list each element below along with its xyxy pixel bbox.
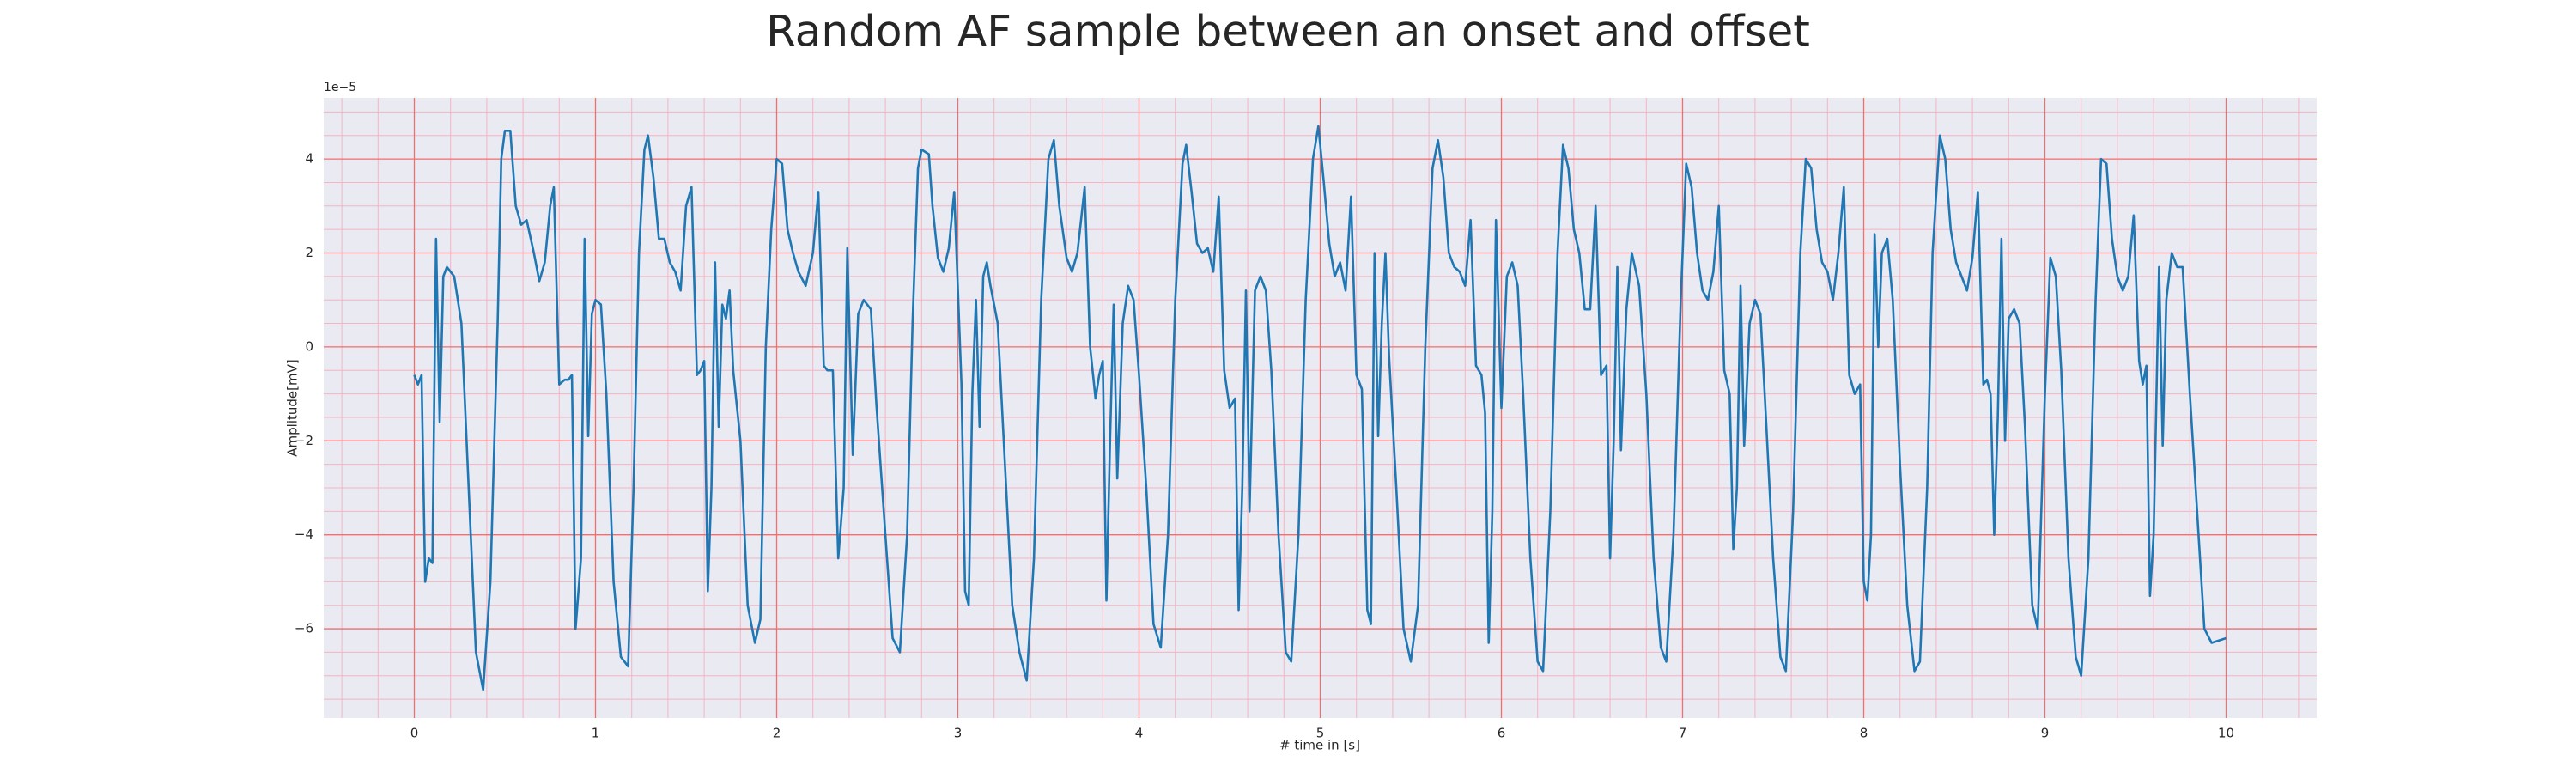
y-axis-label: Amplitude[mV] [285, 359, 301, 456]
x-tick-label: 4 [1135, 726, 1144, 741]
y-tick-label: 0 [305, 338, 313, 354]
x-tick-label: 10 [2218, 726, 2234, 741]
y-tick-label: 2 [305, 245, 313, 260]
x-tick-label: 9 [2041, 726, 2050, 741]
y-tick-label: −4 [295, 526, 313, 542]
x-tick-label: 1 [592, 726, 600, 741]
x-tick-label: 3 [954, 726, 963, 741]
x-tick-label: 7 [1679, 726, 1687, 741]
x-tick-label: 0 [410, 726, 419, 741]
chart-title: Random AF sample between an onset and of… [766, 7, 1810, 57]
x-tick-label: 8 [1860, 726, 1868, 741]
signal-line [413, 125, 2227, 691]
x-tick-label: 5 [1316, 726, 1325, 741]
y-tick-label: −2 [295, 433, 313, 448]
x-axis-label: # time in [s] [1279, 738, 1360, 753]
y-offset-label: 1e−5 [324, 81, 356, 94]
x-tick-label: 6 [1498, 726, 1506, 741]
x-tick-label: 2 [773, 726, 781, 741]
y-tick-label: 4 [305, 151, 313, 167]
y-tick-label: −6 [295, 621, 313, 636]
